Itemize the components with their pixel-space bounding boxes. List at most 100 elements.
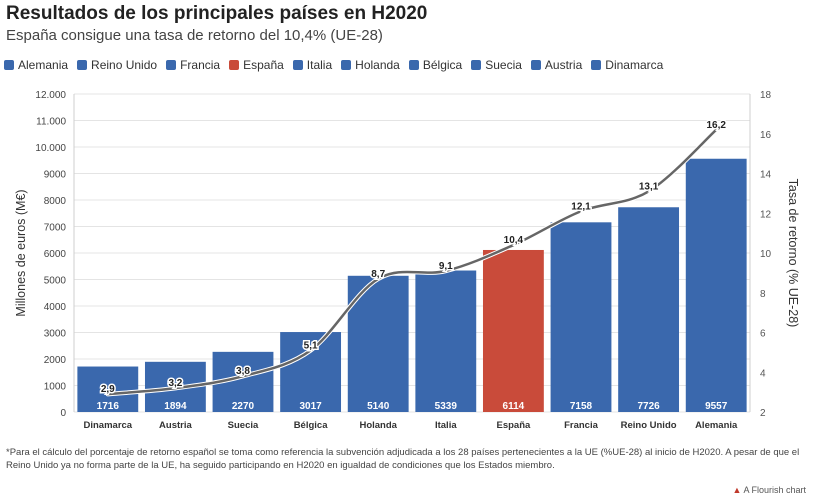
y-tick-label: 11.000 — [36, 117, 66, 128]
legend-swatch — [166, 60, 177, 70]
x-tick-label: Suecia — [228, 420, 259, 431]
bar-italia — [415, 270, 477, 412]
bar-dinamarca — [77, 366, 139, 412]
return-rate-label: 2,9 — [101, 384, 115, 395]
return-rate-label: 10,4 — [504, 235, 524, 246]
legend-item[interactable]: Italia — [292, 58, 333, 72]
bar-reino-unido — [618, 207, 680, 412]
y-axis-title: Millones de euros (M€) — [14, 189, 28, 316]
x-tick-label: Italia — [435, 420, 457, 431]
bar-value-label: 2270 — [232, 401, 255, 412]
return-rate-label: 9,1 — [439, 261, 453, 272]
legend-label: Alemania — [18, 58, 69, 72]
y-tick-label: 0 — [60, 408, 66, 419]
bar-value-label: 7726 — [637, 401, 660, 412]
bar-value-label: 1716 — [97, 401, 120, 412]
y2-axis-title: Tasa de retorno (% UE-28) — [786, 179, 800, 328]
legend-swatch — [229, 60, 240, 70]
x-tick-label: Reino Unido — [621, 420, 677, 431]
chart-subtitle: España consigue una tasa de retorno del … — [6, 27, 383, 44]
legend-item[interactable]: Bélgica — [408, 58, 463, 72]
x-tick-label: Francia — [564, 420, 599, 431]
x-tick-label: Holanda — [359, 420, 397, 431]
y-tick-label: 10.000 — [35, 143, 66, 154]
y-tick-label: 6000 — [44, 249, 67, 260]
bar-value-label: 7158 — [570, 401, 593, 412]
y-tick-label: 5000 — [44, 276, 67, 287]
y-tick-label: 12.000 — [35, 90, 66, 101]
legend-swatch — [530, 60, 541, 70]
return-rate-label: 5,1 — [304, 340, 318, 351]
chart-title: Resultados de los principales países en … — [6, 3, 428, 24]
return-rate-label: 3,2 — [168, 378, 182, 389]
legend-item[interactable]: Austria — [530, 58, 583, 72]
y2-tick-label: 4 — [760, 368, 766, 379]
legend-label: Austria — [544, 58, 583, 72]
legend-item[interactable]: Holanda — [341, 58, 400, 72]
bar-value-label: 6114 — [503, 401, 525, 412]
y2-tick-label: 12 — [760, 209, 772, 220]
legend-label: Suecia — [485, 58, 522, 72]
y-tick-label: 7000 — [44, 223, 67, 234]
y-tick-label: 8000 — [44, 196, 67, 207]
return-rate-label: 8,7 — [371, 269, 385, 280]
legend-label: Bélgica — [422, 58, 463, 72]
y2-tick-label: 16 — [760, 130, 772, 141]
legend-label: España — [243, 58, 284, 72]
return-rate-label: 16,2 — [706, 120, 726, 131]
credit-text: A Flourish chart — [743, 485, 806, 495]
bar-value-label: 9557 — [705, 401, 728, 412]
return-rate-label: 13,1 — [639, 181, 659, 192]
x-tick-label: España — [497, 420, 532, 431]
bar-value-label: 1894 — [164, 401, 187, 412]
legend-swatch — [591, 60, 602, 70]
legend-item[interactable]: Alemania — [4, 58, 68, 72]
bar-bélgica — [280, 332, 342, 412]
legend-item[interactable]: Dinamarca — [591, 58, 663, 72]
bar-value-label: 5140 — [367, 401, 390, 412]
bar-value-label: 3017 — [299, 401, 322, 412]
legend-item[interactable]: Francia — [166, 58, 220, 72]
y2-tick-label: 6 — [760, 329, 766, 340]
y-tick-label: 9000 — [44, 170, 67, 181]
return-rate-label: 12,1 — [571, 201, 591, 212]
bar-alemania — [685, 158, 747, 412]
y-tick-label: 3000 — [44, 329, 67, 340]
x-tick-label: Alemania — [695, 420, 738, 431]
return-rate-label: 3,8 — [236, 366, 250, 377]
legend-label: Francia — [180, 58, 221, 72]
legend-swatch — [408, 60, 419, 70]
bar-francia — [550, 222, 612, 412]
return-rate-line — [106, 128, 718, 396]
flourish-logo-icon: ▲ — [732, 485, 742, 495]
combo-chart: 0 1000 2000 3000 4000 5000 6000 7000 8000 9000 10.… — [14, 90, 800, 431]
y2-tick-label: 14 — [760, 170, 772, 181]
legend-item[interactable]: Reino Unido — [77, 58, 157, 72]
bar-value-label: 5339 — [435, 401, 458, 412]
legend-item[interactable]: España — [229, 58, 284, 72]
footnote: *Para el cálculo del porcentaje de retor… — [6, 447, 800, 471]
legend-label: Reino Unido — [91, 58, 158, 72]
y-tick-label: 1000 — [44, 382, 67, 393]
x-tick-label: Austria — [159, 420, 192, 431]
legend-swatch — [292, 60, 303, 70]
legend-label: Italia — [306, 58, 333, 72]
legend-item[interactable]: Suecia — [471, 58, 522, 72]
x-tick-label: Bélgica — [294, 420, 329, 431]
y2-tick-label: 18 — [760, 90, 772, 101]
legend-swatch — [4, 60, 14, 70]
y-tick-label: 2000 — [44, 355, 67, 366]
flourish-credit[interactable]: ▲ A Flourish chart — [733, 485, 806, 495]
bar-españa — [482, 249, 544, 412]
legend-swatch — [471, 60, 482, 70]
y2-tick-label: 10 — [760, 249, 772, 260]
y-tick-label: 4000 — [44, 302, 67, 313]
legend-label: Dinamarca — [605, 58, 664, 72]
legend-swatch — [341, 60, 352, 70]
x-tick-label: Dinamarca — [84, 420, 133, 431]
y2-tick-label: 2 — [760, 408, 766, 419]
legend-label: Holanda — [355, 58, 400, 72]
chart-legend: Alemania Reino Unido Francia España Italia Ho… — [4, 58, 663, 72]
y2-tick-label: 8 — [760, 289, 766, 300]
legend-swatch — [77, 60, 88, 70]
